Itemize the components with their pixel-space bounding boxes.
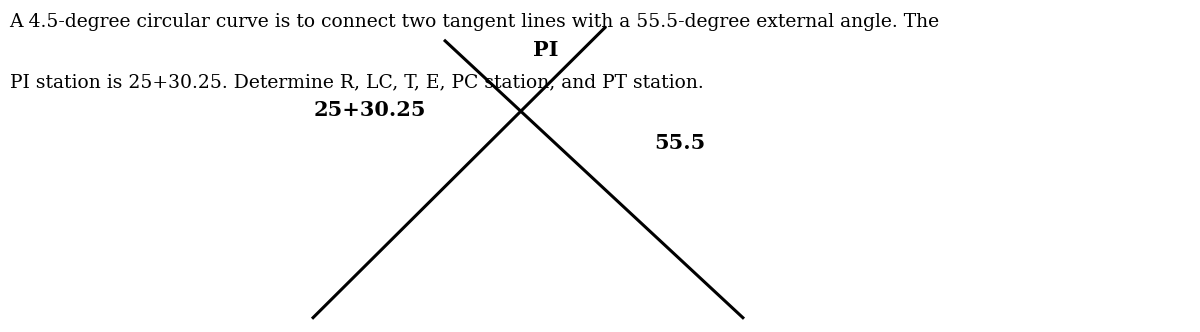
Text: PI: PI [533,40,559,60]
Text: PI station is 25+30.25. Determine R, LC, T, E, PC station, and PT station.: PI station is 25+30.25. Determine R, LC,… [10,73,703,91]
Text: 25+30.25: 25+30.25 [313,100,426,120]
Text: A 4.5-degree circular curve is to connect two tangent lines with a 55.5-degree e: A 4.5-degree circular curve is to connec… [10,13,940,31]
Text: 55.5: 55.5 [654,133,706,153]
